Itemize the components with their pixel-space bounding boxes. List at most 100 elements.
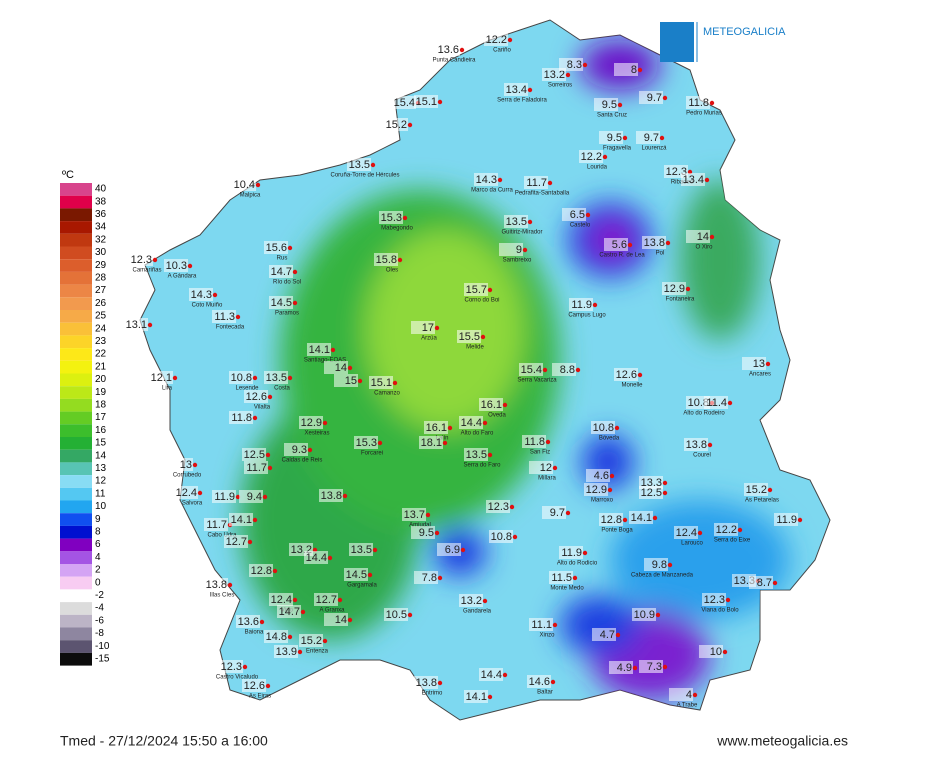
station-name: Caldas de Reis bbox=[282, 458, 323, 464]
station-value: 12.3 bbox=[488, 501, 509, 513]
station-value: 14.1 bbox=[466, 691, 487, 703]
station-value: 14 bbox=[335, 362, 347, 374]
value-box bbox=[639, 476, 663, 489]
legend-label: 14 bbox=[95, 450, 107, 461]
value-box bbox=[699, 645, 723, 658]
legend-label: 40 bbox=[95, 184, 107, 195]
station-value: 9.7 bbox=[550, 507, 565, 519]
unit-label: ºC bbox=[62, 169, 74, 181]
station-value: 12.6 bbox=[616, 369, 637, 381]
value-box bbox=[639, 660, 663, 673]
station-value: 12.9 bbox=[664, 283, 685, 295]
footer-caption: Tmed - 27/12/2024 15:50 a 16:00 bbox=[60, 733, 268, 749]
station-dot bbox=[797, 517, 803, 523]
station-dot bbox=[437, 680, 443, 686]
station-name: Amiudal bbox=[409, 523, 431, 529]
value-box bbox=[642, 236, 666, 249]
station-value: 11.7 bbox=[246, 462, 267, 474]
station-name: Punta Candieira bbox=[432, 58, 476, 64]
station-value: 10.4 bbox=[234, 179, 255, 191]
station-dot bbox=[662, 95, 668, 101]
station-value: 4.6 bbox=[594, 470, 609, 482]
value-box bbox=[349, 543, 373, 556]
value-box bbox=[599, 513, 623, 526]
station-value: 5.6 bbox=[612, 239, 627, 251]
value-box bbox=[632, 608, 656, 621]
value-box bbox=[644, 558, 668, 571]
station-name: Castro Vicaludo bbox=[216, 675, 259, 681]
station-dot bbox=[425, 512, 431, 518]
station-dot bbox=[337, 597, 343, 603]
station-value: 12.2 bbox=[486, 34, 507, 46]
station-dot bbox=[487, 452, 493, 458]
station-dot bbox=[377, 440, 383, 446]
value-box bbox=[204, 578, 228, 591]
station-name: Lesende bbox=[235, 386, 259, 392]
station-value: 11.7 bbox=[206, 519, 227, 531]
station-value: 15.8 bbox=[376, 254, 397, 266]
value-box bbox=[684, 438, 708, 451]
station-name: Baltar bbox=[537, 690, 553, 696]
legend-swatch bbox=[60, 335, 92, 349]
station-dot bbox=[725, 597, 731, 603]
logo-text: METEOGALICIA bbox=[703, 26, 786, 38]
station-value: 13 bbox=[180, 459, 192, 471]
station-value: 13.1 bbox=[126, 319, 147, 331]
legend-label: -2 bbox=[95, 590, 104, 601]
station-name: Viana do Bolo bbox=[701, 608, 739, 614]
station-value: 13.6 bbox=[238, 616, 259, 628]
value-box bbox=[584, 483, 608, 496]
station-dot bbox=[552, 622, 558, 628]
value-box bbox=[411, 321, 435, 334]
value-box bbox=[414, 571, 438, 584]
value-box bbox=[504, 215, 528, 228]
value-box bbox=[669, 688, 693, 701]
station-dot bbox=[552, 465, 558, 471]
station-dot bbox=[622, 135, 628, 141]
legend-label: 28 bbox=[95, 273, 107, 284]
station-name: Lourida bbox=[587, 165, 608, 171]
value-box bbox=[529, 618, 553, 631]
value-box bbox=[614, 63, 638, 76]
station-name: As Petarelas bbox=[745, 498, 779, 504]
station-dot bbox=[347, 365, 353, 371]
station-value: 12.4 bbox=[676, 527, 697, 539]
station-name: Gandarela bbox=[463, 609, 492, 615]
station-value: 9.5 bbox=[607, 132, 622, 144]
station-dot bbox=[152, 257, 158, 263]
value-box bbox=[374, 253, 398, 266]
legend-swatch bbox=[60, 284, 92, 298]
station-dot bbox=[685, 286, 691, 292]
station-value: 14.5 bbox=[271, 297, 292, 309]
station-dot bbox=[459, 47, 465, 53]
legend-swatch bbox=[60, 652, 92, 666]
station-name: Courel bbox=[693, 453, 711, 459]
value-box bbox=[749, 576, 773, 589]
station-dot bbox=[287, 245, 293, 251]
legend-swatch bbox=[60, 183, 92, 196]
station-dot bbox=[442, 440, 448, 446]
value-box bbox=[369, 376, 393, 389]
value-box bbox=[299, 634, 323, 647]
legend-label: 20 bbox=[95, 374, 107, 385]
station-dot bbox=[265, 452, 271, 458]
value-box bbox=[242, 448, 266, 461]
station-dot bbox=[497, 177, 503, 183]
station-value: 17 bbox=[422, 322, 434, 334]
value-box bbox=[212, 310, 236, 323]
station-value: 8.7 bbox=[757, 577, 772, 589]
station-value: 12.5 bbox=[641, 487, 662, 499]
value-box bbox=[594, 98, 618, 111]
station-value: 13.2 bbox=[544, 69, 565, 81]
value-box bbox=[569, 298, 593, 311]
station-name: Serra do Faro bbox=[463, 463, 501, 469]
station-dot bbox=[665, 240, 671, 246]
station-dot bbox=[407, 122, 413, 128]
station-dot bbox=[545, 439, 551, 445]
station-name: Sorreiros bbox=[548, 83, 572, 89]
station-value: 12.7 bbox=[316, 594, 337, 606]
station-dot bbox=[272, 568, 278, 574]
station-name: Cabeza de Manzaneda bbox=[631, 573, 694, 579]
legend-swatch bbox=[60, 322, 92, 336]
value-box bbox=[239, 490, 263, 503]
